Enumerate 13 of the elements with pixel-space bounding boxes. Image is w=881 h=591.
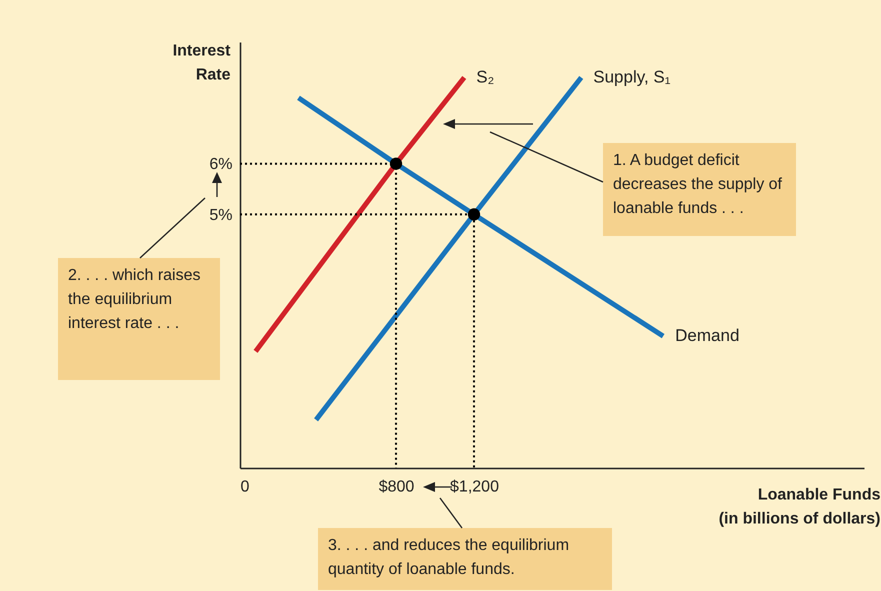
y-tick-label: 5%	[209, 206, 232, 224]
x-tick-label: $1,200	[450, 478, 500, 496]
text: 3. . . . and reduces the equilibrium quantity of loanable funds.	[318, 528, 612, 590]
x-tick-label: $800	[378, 478, 414, 496]
series-label: Demand	[675, 326, 740, 346]
series-label: Supply, S₁	[593, 68, 671, 86]
series-label: S₂	[476, 68, 494, 86]
y-tick-label: 6%	[209, 156, 232, 174]
y-axis-title: Interest Rate	[172, 42, 232, 84]
x-axis-title: Loanable Funds (in billions of dollars)	[718, 486, 881, 528]
annotation: 1. A budget deficit decreases the supply of loanable funds . . .	[603, 143, 796, 236]
text: 2. . . . which raises the equilibrium interest rate . . .	[58, 258, 220, 380]
x-tick-label: 0	[240, 478, 250, 496]
